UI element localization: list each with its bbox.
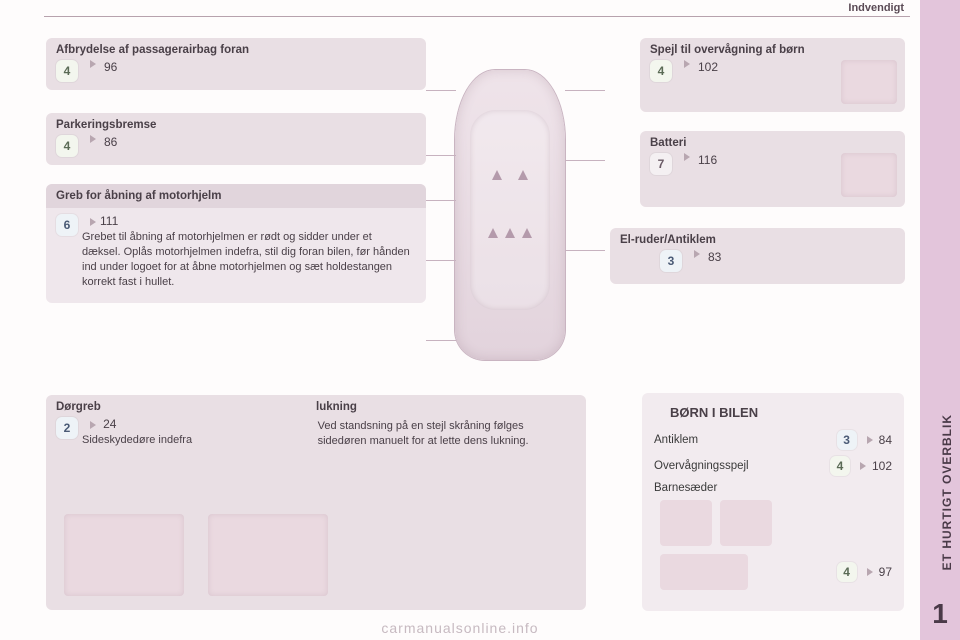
ref-tag: 4: [56, 60, 78, 82]
page-ref: 97: [879, 565, 892, 579]
section-title: Afbrydelse af passagerairbag foran: [56, 44, 416, 56]
page-ref: 116: [698, 153, 717, 167]
arrow-icon: [90, 135, 96, 143]
kids-box: BØRN I BILEN Antiklem 3 84 Overvågningss…: [642, 393, 904, 611]
ref-tag: 4: [56, 135, 78, 157]
seat-arrow: [492, 170, 502, 180]
page-ref: 83: [708, 250, 721, 264]
ref-tag: 3: [837, 430, 857, 450]
section-title: El-ruder/Antiklem: [620, 234, 895, 246]
ref-tag: 6: [56, 214, 78, 236]
childseat-thumb: [660, 500, 712, 546]
page-ref: 111: [100, 214, 118, 228]
section-mirror: Spejl til overvågning af børn 4 102: [640, 38, 905, 112]
page-ref: 84: [879, 433, 892, 447]
chapter-title: ET HURTIGT OVERBLIK: [940, 414, 954, 570]
page-ref: 102: [872, 459, 892, 473]
ref-tag: 4: [650, 60, 672, 82]
section-title: Greb for åbning af motorhjelm: [46, 184, 426, 208]
kids-label: Antiklem: [654, 434, 698, 446]
rule: [44, 16, 910, 17]
car-glass: [470, 110, 550, 310]
kids-row: Overvågningsspejl 4 102: [654, 456, 892, 476]
arrow-icon: [90, 421, 96, 429]
arrow-icon: [694, 250, 700, 258]
kids-label: Overvågningsspejl: [654, 460, 749, 472]
leader: [565, 160, 605, 161]
leader: [426, 260, 456, 261]
leader: [426, 155, 456, 156]
mirror-thumb: [841, 60, 897, 104]
page-ref: 96: [104, 60, 117, 74]
battery-thumb: [841, 153, 897, 197]
page-ref: 86: [104, 135, 117, 149]
page-ref: 24: [103, 417, 116, 431]
arrow-icon: [867, 436, 873, 444]
section-desc: Grebet til åbning af motorhjelmen er rød…: [82, 230, 416, 289]
kids-title: BØRN I BILEN: [670, 405, 892, 420]
section-title-left: Dørgreb: [56, 401, 316, 413]
car-top-thumb: [660, 554, 748, 590]
door-thumb-2: [208, 514, 328, 596]
ref-tag: 4: [830, 456, 850, 476]
section-doors: Dørgreb lukning 2 24 Sideskydedøre indef…: [46, 395, 586, 610]
kids-thumbs: [660, 500, 892, 546]
arrow-icon: [867, 568, 873, 576]
leader: [426, 200, 456, 201]
section-bonnet: Greb for åbning af motorhjelm 6 111 Greb…: [46, 184, 426, 303]
watermark: carmanualsonline.info: [0, 620, 920, 636]
section-title: Parkeringsbremse: [56, 119, 416, 131]
chapter-number: 1: [926, 598, 954, 630]
section-title: Spejl til overvågning af børn: [650, 44, 895, 56]
leader: [565, 250, 605, 251]
chapter-bar: ET HURTIGT OVERBLIK 1: [920, 0, 960, 640]
ref-tag: 2: [56, 417, 78, 439]
childseat-thumb: [720, 500, 772, 546]
kids-row: Barnesæder: [654, 482, 892, 494]
category-label: Indvendigt: [848, 2, 904, 14]
leader: [426, 90, 456, 91]
ref-tag: 3: [660, 250, 682, 272]
section-windows: El-ruder/Antiklem 3 83: [610, 228, 905, 284]
arrow-icon: [90, 60, 96, 68]
arrow-icon: [684, 60, 690, 68]
section-title-right: lukning: [316, 401, 576, 413]
seat-arrow: [522, 228, 532, 238]
seat-arrow: [505, 228, 515, 238]
door-thumb-1: [64, 514, 184, 596]
ref-tag: 7: [650, 153, 672, 175]
arrow-icon: [684, 153, 690, 161]
section-airbag: Afbrydelse af passagerairbag foran 4 96: [46, 38, 426, 90]
page-ref: 102: [698, 60, 718, 74]
ref-tag: 4: [837, 562, 857, 582]
page: Indvendigt ET HURTIGT OVERBLIK 1 Afbryde…: [0, 0, 960, 640]
leader: [565, 90, 605, 91]
kids-label: Barnesæder: [654, 482, 717, 494]
section-title: Batteri: [650, 137, 895, 149]
kids-row: Antiklem 3 84: [654, 430, 892, 450]
section-parking: Parkeringsbremse 4 86: [46, 113, 426, 165]
seat-arrow: [488, 228, 498, 238]
arrow-icon: [90, 218, 96, 226]
section-battery: Batteri 7 116: [640, 131, 905, 207]
seat-arrow: [518, 170, 528, 180]
section-desc-left: Sideskydedøre indefra: [82, 433, 192, 448]
car-diagram: [430, 60, 590, 370]
arrow-icon: [860, 462, 866, 470]
section-desc-right: Ved standsning på en stejl skråning følg…: [318, 419, 568, 449]
leader: [426, 340, 456, 341]
